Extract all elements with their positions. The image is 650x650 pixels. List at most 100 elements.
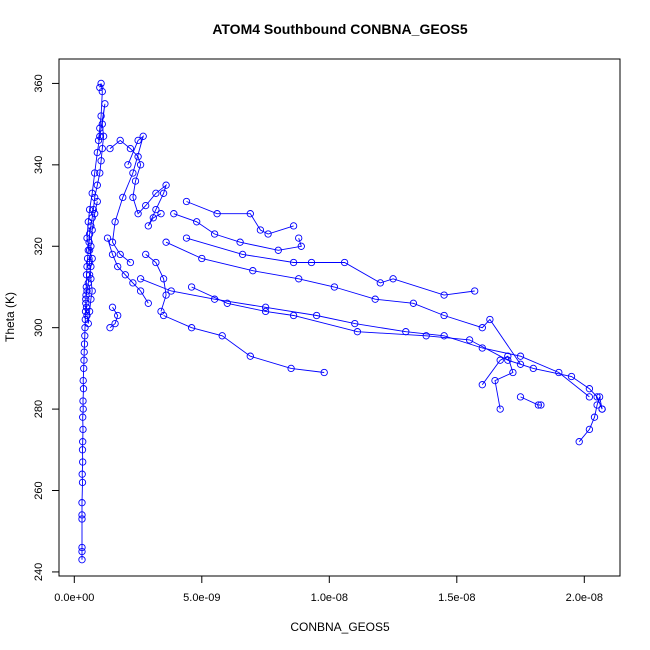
- data-point: [340, 258, 349, 267]
- data-point: [84, 319, 92, 328]
- data-point: [409, 299, 418, 307]
- data-point: [162, 291, 170, 299]
- data-point: [593, 393, 601, 401]
- data-point: [287, 364, 295, 373]
- data-point: [78, 543, 86, 552]
- data-point: [261, 303, 270, 311]
- data-point: [516, 360, 525, 368]
- y-tick-label: 340: [33, 156, 45, 174]
- data-point: [504, 352, 512, 360]
- data-point: [85, 258, 94, 267]
- data-point: [91, 210, 99, 218]
- data-point: [440, 291, 448, 299]
- data-point: [78, 511, 86, 519]
- data-point: [162, 238, 170, 246]
- data-point: [312, 311, 321, 320]
- data-point: [119, 193, 127, 202]
- series-line: [165, 241, 521, 365]
- data-point: [567, 372, 576, 381]
- data-point: [218, 332, 226, 340]
- data-point: [88, 287, 96, 295]
- data-point: [96, 169, 104, 177]
- data-point: [98, 144, 106, 153]
- data-point: [111, 319, 119, 328]
- data-point: [121, 271, 129, 279]
- data-point: [80, 356, 88, 364]
- data-point: [136, 275, 145, 283]
- data-point: [264, 230, 272, 238]
- data-point: [182, 197, 191, 206]
- data-point: [198, 254, 206, 263]
- data-point: [213, 210, 221, 218]
- data-point: [91, 169, 99, 177]
- data-point: [131, 177, 140, 185]
- data-point: [187, 324, 196, 332]
- data-point: [97, 79, 105, 88]
- data-point: [78, 547, 86, 556]
- data-point: [79, 405, 87, 413]
- y-axis: 240 260 280 300 320 340 360: [33, 74, 60, 581]
- series-line: [191, 286, 603, 410]
- data-point: [534, 401, 543, 409]
- data-point: [136, 161, 145, 169]
- data-point: [256, 226, 265, 234]
- data-point: [478, 381, 486, 389]
- series-line: [140, 278, 590, 398]
- data-point: [593, 401, 601, 409]
- data-point: [93, 197, 101, 206]
- data-point: [134, 136, 142, 145]
- data-point: [142, 250, 150, 259]
- data-point: [162, 181, 170, 189]
- data-point: [78, 446, 87, 454]
- data-point: [114, 311, 122, 320]
- data-point: [108, 238, 117, 246]
- x-axis: 0.0e+00 5.0e-09 1.0e-08 1.5e-08 2.0e-08: [54, 575, 603, 604]
- data-point: [516, 393, 525, 401]
- y-tick-label: 240: [33, 563, 45, 581]
- data-point: [152, 258, 160, 267]
- data-point: [509, 368, 517, 377]
- data-point: [353, 328, 362, 336]
- data-point: [129, 193, 137, 202]
- data-point: [88, 189, 96, 197]
- data-point: [126, 144, 135, 153]
- data-point: [575, 438, 583, 446]
- data-point: [320, 368, 328, 377]
- data-point: [124, 161, 132, 169]
- data-point: [80, 364, 88, 373]
- data-point: [590, 413, 599, 421]
- data-point: [94, 136, 103, 145]
- data-point: [78, 478, 87, 487]
- data-point: [89, 205, 98, 214]
- data-point: [371, 295, 379, 303]
- data-point: [289, 258, 298, 267]
- data-point: [389, 275, 397, 283]
- data-point: [471, 287, 479, 295]
- y-tick-label: 280: [33, 400, 45, 418]
- data-point: [149, 214, 157, 222]
- data-point: [97, 112, 105, 120]
- chart-title: ATOM4 Southbound CONBNA_GEOS5: [212, 21, 468, 37]
- data-point: [585, 425, 594, 434]
- data-point: [88, 214, 96, 222]
- data-point: [134, 210, 142, 218]
- data-point: [79, 458, 87, 466]
- data-point: [210, 230, 219, 238]
- data-point: [81, 307, 90, 316]
- data-point: [187, 283, 196, 291]
- data-point: [129, 279, 137, 287]
- y-tick-label: 360: [33, 74, 45, 92]
- data-point: [106, 324, 114, 332]
- data-point: [537, 401, 545, 409]
- data-point: [111, 218, 119, 226]
- series-line: [81, 103, 106, 560]
- data-point: [78, 556, 86, 564]
- series-line: [186, 237, 475, 296]
- data-point: [85, 238, 93, 246]
- data-point: [79, 425, 87, 434]
- data-point: [307, 258, 316, 267]
- data-point: [82, 299, 90, 307]
- data-point: [585, 393, 594, 401]
- x-axis-label: CONBNA_GEOS5: [290, 620, 390, 634]
- data-point: [351, 319, 359, 328]
